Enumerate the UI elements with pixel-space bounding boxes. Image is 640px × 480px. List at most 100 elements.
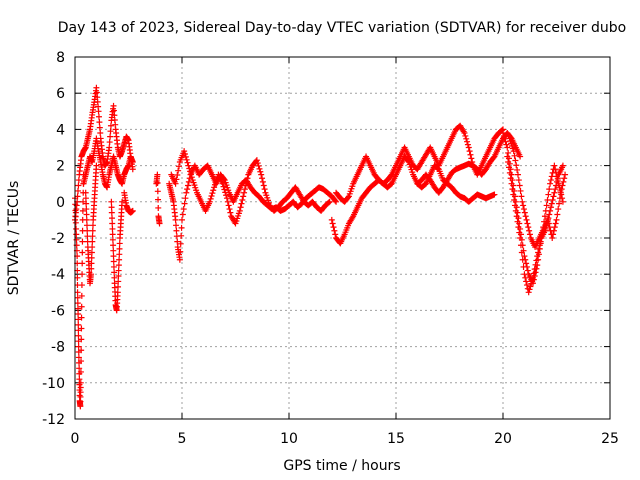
data-point xyxy=(517,235,524,241)
y-tick-label: 6 xyxy=(56,86,65,102)
data-point xyxy=(236,207,243,214)
data-point xyxy=(513,213,520,220)
y-tick-label: 2 xyxy=(56,159,65,175)
data-point xyxy=(82,195,89,202)
data-point xyxy=(500,130,506,137)
data-point xyxy=(83,206,90,213)
data-point xyxy=(181,200,188,207)
data-point xyxy=(176,163,183,170)
data-point xyxy=(84,227,91,234)
data-point xyxy=(464,141,471,148)
data-point xyxy=(174,172,181,179)
x-tick-label: 20 xyxy=(494,431,512,447)
data-point xyxy=(220,183,227,190)
data-point xyxy=(111,274,118,281)
data-point xyxy=(237,204,244,211)
data-point xyxy=(524,220,531,227)
data-point xyxy=(172,180,179,187)
y-tick-label: 0 xyxy=(56,195,65,211)
data-point xyxy=(525,224,532,231)
data-point xyxy=(547,204,554,211)
data-point xyxy=(114,289,121,296)
data-point xyxy=(110,247,117,254)
data-point xyxy=(178,232,185,239)
data-point xyxy=(504,153,511,160)
x-tick-label: 15 xyxy=(387,431,405,447)
data-point xyxy=(505,164,512,171)
data-point xyxy=(78,336,85,343)
data-point xyxy=(182,195,189,202)
data-point xyxy=(503,141,510,148)
data-point xyxy=(548,200,555,207)
data-point xyxy=(225,202,232,209)
data-point xyxy=(180,206,187,213)
data-point xyxy=(328,216,335,223)
data-point xyxy=(110,258,117,265)
data-point xyxy=(325,199,332,206)
data-point xyxy=(109,220,116,227)
data-point xyxy=(110,253,117,260)
x-tick-label: 0 xyxy=(71,431,80,447)
data-point xyxy=(78,358,85,365)
data-point xyxy=(241,189,248,196)
data-point xyxy=(551,189,558,196)
series-dip-0.1h xyxy=(72,171,87,410)
data-point xyxy=(514,218,521,225)
data-point xyxy=(119,198,126,205)
data-point xyxy=(258,171,265,178)
data-point xyxy=(88,265,95,272)
y-tick-label: -12 xyxy=(42,412,65,428)
data-point xyxy=(93,162,100,169)
data-point xyxy=(523,282,530,289)
data-point xyxy=(514,171,521,178)
data-point xyxy=(106,144,113,151)
data-point xyxy=(88,254,95,261)
data-point xyxy=(82,189,89,196)
series-trace-b xyxy=(80,135,136,191)
data-point xyxy=(75,327,82,334)
data-point xyxy=(173,227,180,234)
y-tick-label: -8 xyxy=(51,340,65,356)
data-point xyxy=(528,280,535,287)
data-point xyxy=(110,263,117,270)
data-point xyxy=(116,251,123,258)
data-point xyxy=(510,191,517,198)
data-point xyxy=(523,260,530,267)
data-point xyxy=(210,187,217,194)
data-point xyxy=(531,266,538,273)
data-point xyxy=(183,189,190,196)
data-point xyxy=(551,224,558,231)
data-point xyxy=(558,186,565,193)
data-point xyxy=(181,151,188,158)
data-point xyxy=(534,253,541,260)
data-point xyxy=(259,175,266,182)
data-point xyxy=(75,182,82,189)
data-point xyxy=(552,220,559,227)
data-point xyxy=(79,207,86,214)
data-point xyxy=(517,153,524,160)
data-point xyxy=(74,289,81,296)
data-point xyxy=(111,269,118,276)
data-point xyxy=(97,130,104,137)
data-point xyxy=(530,270,537,277)
data-point xyxy=(78,282,85,289)
data-point xyxy=(559,198,566,205)
data-point xyxy=(511,202,518,209)
data-point xyxy=(129,166,136,173)
axis-ticks: 0 5 10 15 20 25 -12 -10 -8 -6 -4 -2 0 2 4 6 8 xyxy=(42,50,619,447)
data-point xyxy=(109,231,116,238)
data-point xyxy=(556,200,563,207)
data-point xyxy=(227,209,234,216)
data-point xyxy=(187,168,194,175)
data-point xyxy=(219,180,226,187)
data-point xyxy=(185,162,192,169)
data-point xyxy=(244,175,251,182)
data-point xyxy=(545,191,552,198)
data-point xyxy=(108,204,115,211)
data-point xyxy=(464,138,471,145)
data-point xyxy=(80,198,87,205)
data-point xyxy=(519,198,526,205)
data-point xyxy=(187,171,194,178)
data-point xyxy=(515,224,522,231)
data-point xyxy=(515,177,522,184)
